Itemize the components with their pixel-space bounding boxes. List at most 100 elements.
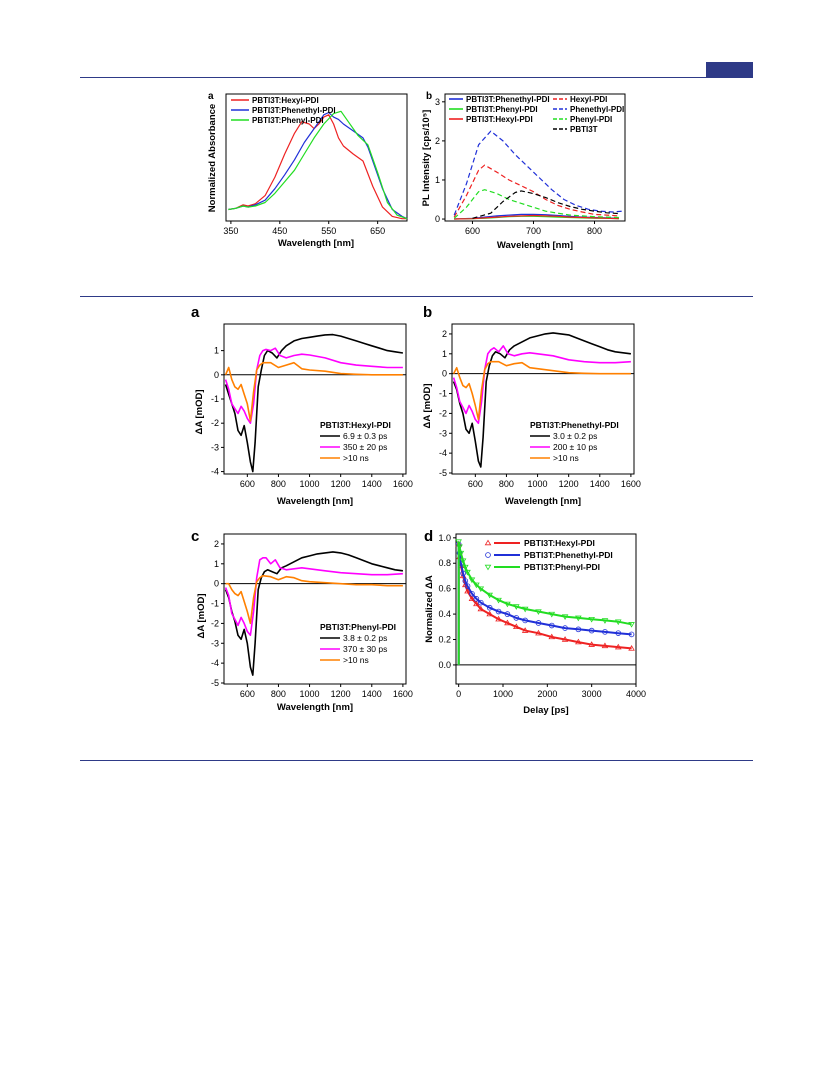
y-tick-label: 0 (214, 579, 219, 589)
x-tick-label: 600 (240, 689, 255, 699)
y-axis-label: ΔA [mOD] (194, 390, 205, 435)
series-line-200-10-ps (452, 345, 631, 425)
legend-item-3-0-0-2-ps: 3.0 ± 0.2 ps (530, 431, 597, 441)
x-tick-label: 1600 (621, 479, 641, 489)
legend-item-pbti3t-phenethyl-pdi: PBTI3T:Phenethyl-PDI (449, 95, 550, 104)
x-tick-label: 800 (499, 479, 514, 489)
legend-item-pbti3t: PBTI3T (553, 125, 598, 134)
data-point (561, 636, 569, 642)
data-point (535, 609, 542, 615)
legend-label: Hexyl-PDI (570, 95, 607, 104)
series-line-10-ns (224, 361, 403, 422)
data-point (460, 570, 466, 577)
series-line-370-30-ps (224, 557, 403, 637)
data-point (495, 615, 502, 622)
y-tick-label: -1 (439, 389, 447, 399)
legend-label: >10 ns (343, 453, 369, 463)
x-tick-label: 0 (456, 689, 461, 699)
legend-title: PBTI3T:Phenethyl-PDI (530, 420, 619, 430)
legend-label: Phenyl-PDI (570, 115, 612, 124)
y-tick-label: 0 (435, 214, 440, 224)
legend-label: PBTI3T:Phenyl-PDI (524, 562, 600, 572)
data-point (504, 611, 511, 617)
legend-label: PBTI3T:Hexyl-PDI (466, 115, 533, 124)
y-tick-label: 3 (435, 97, 440, 107)
panel-label: d (424, 528, 433, 545)
x-tick-label: 600 (468, 479, 483, 489)
legend-item-pbti3t-phenyl-pdi: PBTI3T:Phenyl-PDI (449, 105, 538, 114)
figure2-panel-c: c 600 800 1000 1200 1400 1600 -5 -4 -3 -2 -1 0 1 2 PB… (191, 528, 413, 713)
data-point (473, 596, 480, 602)
y-tick-label: -3 (211, 442, 219, 452)
y-axis-label: ΔA [mOD] (196, 594, 207, 639)
y-axis-label: Normalized Absorbance (207, 104, 218, 212)
x-tick-label: 800 (271, 689, 286, 699)
y-tick-label: 0.0 (438, 660, 451, 670)
series-line-phenethyl-pdi (453, 130, 622, 216)
data-point (562, 625, 568, 631)
data-point (628, 631, 635, 638)
data-point (602, 629, 608, 635)
y-tick-label: 1 (435, 175, 440, 185)
legend-label: >10 ns (343, 655, 369, 665)
y-tick-label: 0 (442, 369, 447, 379)
x-tick-label: 4000 (626, 689, 646, 699)
series-line-pbti3t-hexyl-pdi (454, 214, 619, 220)
plot-frame (451, 323, 635, 475)
figure2-panel-a: a 600 800 1000 1200 1400 1600 -4 -3 -2 -1 0 1 PBTI3… (191, 304, 413, 507)
x-tick-label: 600 (240, 479, 255, 489)
data-point (464, 587, 471, 594)
y-tick-label: -2 (439, 408, 447, 418)
data-point (535, 620, 542, 626)
legend-item-6-9-0-3-ps: 6.9 ± 0.3 ps (320, 431, 387, 441)
data-point (601, 618, 609, 624)
series-line-10-ns (452, 360, 631, 421)
legend-label: 350 ± 20 ps (343, 442, 387, 452)
panel-label: a (191, 304, 200, 321)
x-tick-label: 550 (321, 226, 336, 236)
data-point (478, 599, 484, 606)
panel-label: a (208, 91, 214, 102)
data-point (522, 617, 528, 624)
x-tick-label: 700 (526, 226, 541, 236)
x-tick-label: 450 (272, 226, 287, 236)
y-tick-label: -4 (211, 658, 219, 668)
plot-frame (444, 93, 626, 222)
x-tick-label: 1200 (559, 479, 579, 489)
legend-item-pbti3t-phenyl-pdi: PBTI3T:Phenyl-PDI (231, 116, 324, 125)
y-axis-label: PL Intensity [cps/10⁵] (421, 110, 432, 207)
legend-item-370-30-ps: 370 ± 30 ps (320, 644, 387, 654)
data-point (628, 622, 635, 628)
y-tick-label: -2 (211, 418, 219, 428)
data-point (601, 642, 609, 649)
legend-label: 3.0 ± 0.2 ps (553, 431, 597, 441)
legend-item-pbti3t-phenyl-pdi: PBTI3T:Phenyl-PDI (484, 562, 600, 572)
y-tick-label: -1 (211, 599, 219, 609)
legend-label: 370 ± 30 ps (343, 644, 387, 654)
legend-label: 200 ± 10 ps (553, 442, 597, 452)
legend-label: PBTI3T:Phenethyl-PDI (466, 95, 550, 104)
data-point (588, 616, 595, 623)
data-point (628, 645, 635, 651)
x-axis-label: Wavelength [nm] (505, 496, 581, 507)
series-line-3-8-0-2-ps (224, 551, 404, 676)
series-line-10-ns (225, 574, 403, 625)
data-point (615, 630, 622, 636)
panel-label: c (191, 528, 199, 545)
y-tick-label: 1 (214, 346, 219, 356)
data-point (512, 604, 520, 610)
legend-item-200-10-ps: 200 ± 10 ps (530, 442, 597, 452)
figure2-panel-d: d 0 1000 2000 3000 4000 0.0 0.2 0.4 0.6 0.8 1.0 PB… (424, 528, 646, 716)
legend-label: PBTI3T (570, 125, 598, 134)
data-point (477, 586, 485, 593)
data-point (548, 611, 556, 618)
y-tick-label: -4 (211, 467, 219, 477)
legend-label: PBTI3T:Phenyl-PDI (466, 105, 538, 114)
x-tick-label: 350 (223, 226, 238, 236)
data-point (468, 595, 476, 602)
y-tick-label: 2 (442, 329, 447, 339)
data-point (477, 605, 485, 612)
data-point (504, 601, 511, 608)
x-tick-label: 1400 (362, 479, 382, 489)
series-line-pbti3t-phenyl-pdi (228, 110, 408, 220)
